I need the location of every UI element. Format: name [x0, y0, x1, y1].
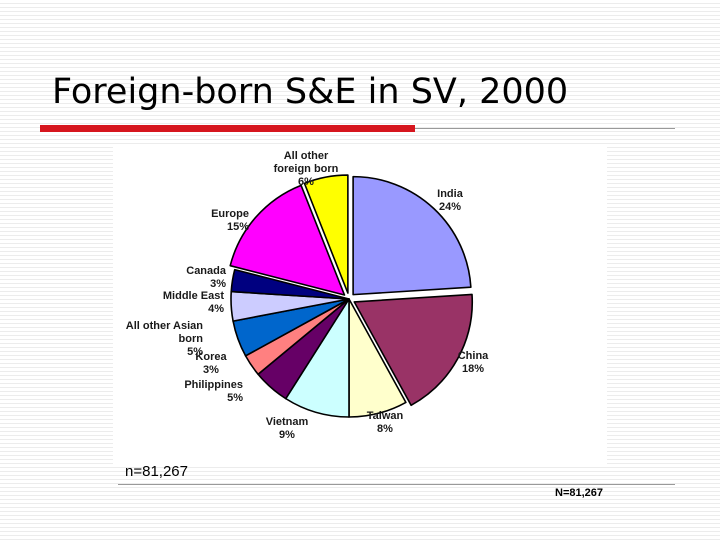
sample-size-note: n=81,267 — [125, 463, 188, 480]
pie-label-middle-east: Middle East 4% — [163, 290, 224, 315]
pie-label-india: India 24% — [437, 188, 464, 213]
slide-title: Foreign-born S&E in SV, 2000 — [52, 72, 569, 112]
pie-label-all-other-asian-born: All other Asian born 5% — [126, 320, 203, 358]
pie-label-all-other-foreign-born: All other foreign born 6% — [274, 150, 339, 188]
pie-slice-canada — [230, 268, 350, 300]
title-underline-accent — [40, 125, 415, 132]
pie-chart: India 24% China 18% Taiwan 8% Vietnam 9% Philipp… — [126, 150, 489, 441]
pie-chart-panel: India 24% China 18% Taiwan 8% Vietnam 9% Philipp… — [113, 145, 607, 465]
pie-label-philippines: Philippines 5% — [184, 379, 243, 404]
pie-label-canada: Canada 3% — [186, 265, 227, 290]
pie-slice-india — [352, 175, 472, 296]
pie-label-europe: Europe 15% — [211, 208, 249, 233]
pie-label-korea: Korea 3% — [195, 351, 227, 376]
pie-slice-all-other-foreign-born — [303, 174, 349, 294]
bottom-rule — [118, 484, 675, 485]
pie-label-china: China 18% — [458, 350, 489, 375]
pie-slice-europe — [229, 184, 346, 296]
sample-size-note-secondary: N=81,267 — [555, 487, 604, 499]
title-underline-rule — [415, 128, 675, 129]
pie-label-vietnam: Vietnam 9% — [266, 416, 309, 441]
pie-label-taiwan: Taiwan 8% — [367, 410, 404, 435]
pie-slice-china — [353, 293, 474, 407]
